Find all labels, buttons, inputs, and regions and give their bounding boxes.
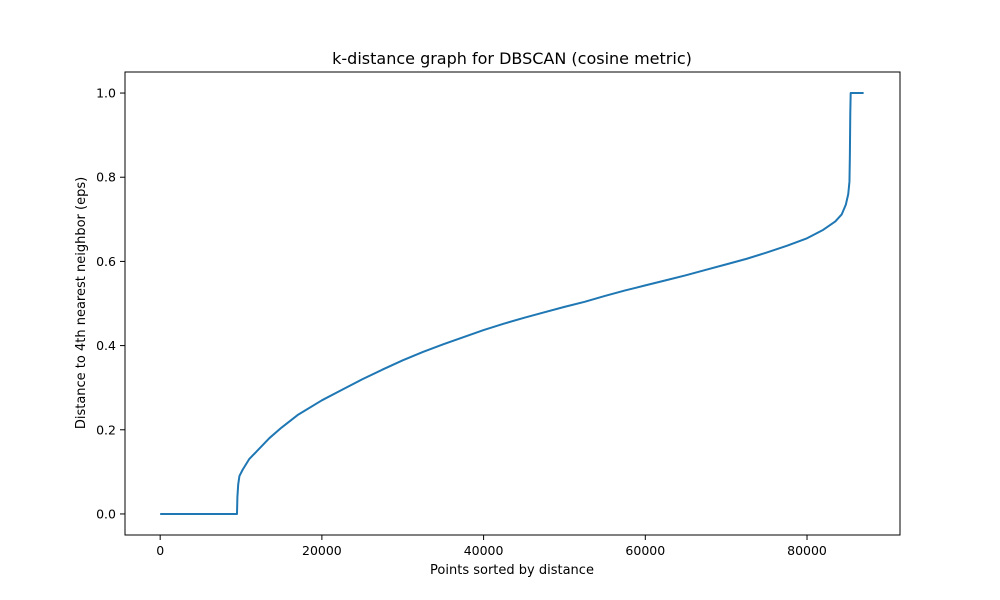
- plot-frame: [124, 71, 901, 536]
- chart-title: k-distance graph for DBSCAN (cosine metr…: [332, 49, 692, 68]
- series-group: [160, 92, 864, 515]
- y-tick-label: 0.8: [96, 170, 116, 185]
- y-axis-label: Distance to 4th nearest neighbor (eps): [74, 177, 89, 429]
- x-tick-label: 40000: [464, 543, 504, 558]
- x-tick-label: 0: [156, 543, 164, 558]
- x-tick-label: 20000: [302, 543, 342, 558]
- y-tick-label: 0.2: [96, 422, 116, 437]
- x-tick-label: 60000: [625, 543, 665, 558]
- series-line-0: [160, 92, 864, 515]
- tick-group: 0 20000 40000 60000 80000 0.0 0.2 0.4 0.6 0.8 1.0: [96, 86, 827, 558]
- y-tick-label: 1.0: [96, 86, 116, 101]
- y-tick-label: 0.4: [96, 338, 116, 353]
- x-tick-label: 80000: [787, 543, 827, 558]
- x-axis-label: Points sorted by distance: [430, 563, 594, 578]
- y-tick-label: 0.0: [96, 506, 116, 521]
- y-tick-label: 0.6: [96, 254, 116, 269]
